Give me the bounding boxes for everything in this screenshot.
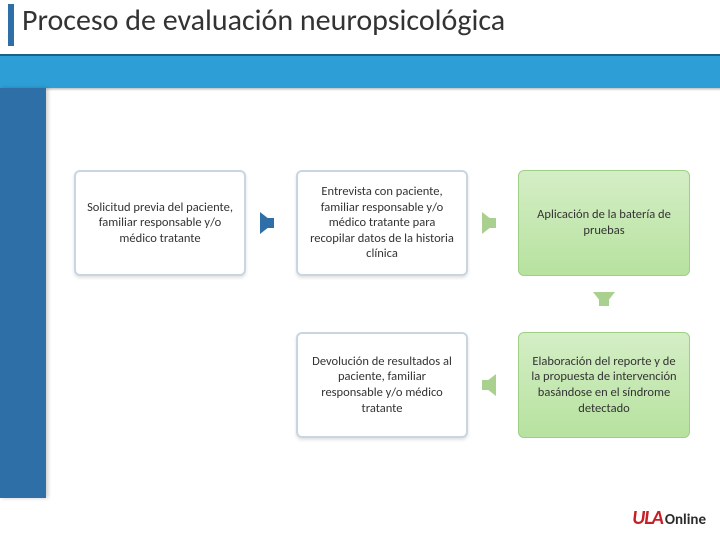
left-column bbox=[0, 88, 46, 498]
flow-box-4: Elaboración del reporte y de la propuest… bbox=[518, 332, 690, 438]
flow-box-3: Aplicación de la batería de pruebas bbox=[518, 170, 690, 276]
arrow-right-icon bbox=[482, 212, 496, 234]
arrow-left-icon bbox=[482, 374, 496, 396]
logo-brand: ULA bbox=[632, 506, 663, 530]
header: Proceso de evaluación neuropsicológica bbox=[0, 0, 720, 95]
flow-diagram: Solicitud previa del paciente, familiar … bbox=[46, 100, 720, 500]
flow-box-1: Solicitud previa del paciente, familiar … bbox=[74, 170, 246, 276]
page-title: Proceso de evaluación neuropsicológica bbox=[22, 2, 505, 39]
flow-box-1-text: Solicitud previa del paciente, familiar … bbox=[86, 200, 234, 247]
header-band bbox=[0, 54, 720, 88]
brand-logo: ULA Online bbox=[632, 506, 706, 530]
flow-box-2: Entrevista con paciente, familiar respon… bbox=[296, 170, 468, 276]
flow-box-4-text: Elaboración del reporte y de la propuest… bbox=[529, 354, 679, 417]
logo-suffix: Online bbox=[665, 511, 706, 529]
arrow-right-icon bbox=[260, 212, 274, 234]
flow-box-5-text: Devolución de resultados al paciente, fa… bbox=[308, 354, 456, 417]
flow-box-2-text: Entrevista con paciente, familiar respon… bbox=[308, 184, 456, 262]
title-accent-bar bbox=[8, 4, 14, 46]
flow-box-5: Devolución de resultados al paciente, fa… bbox=[296, 332, 468, 438]
arrow-down-icon bbox=[593, 292, 615, 306]
flow-box-3-text: Aplicación de la batería de pruebas bbox=[529, 207, 679, 238]
